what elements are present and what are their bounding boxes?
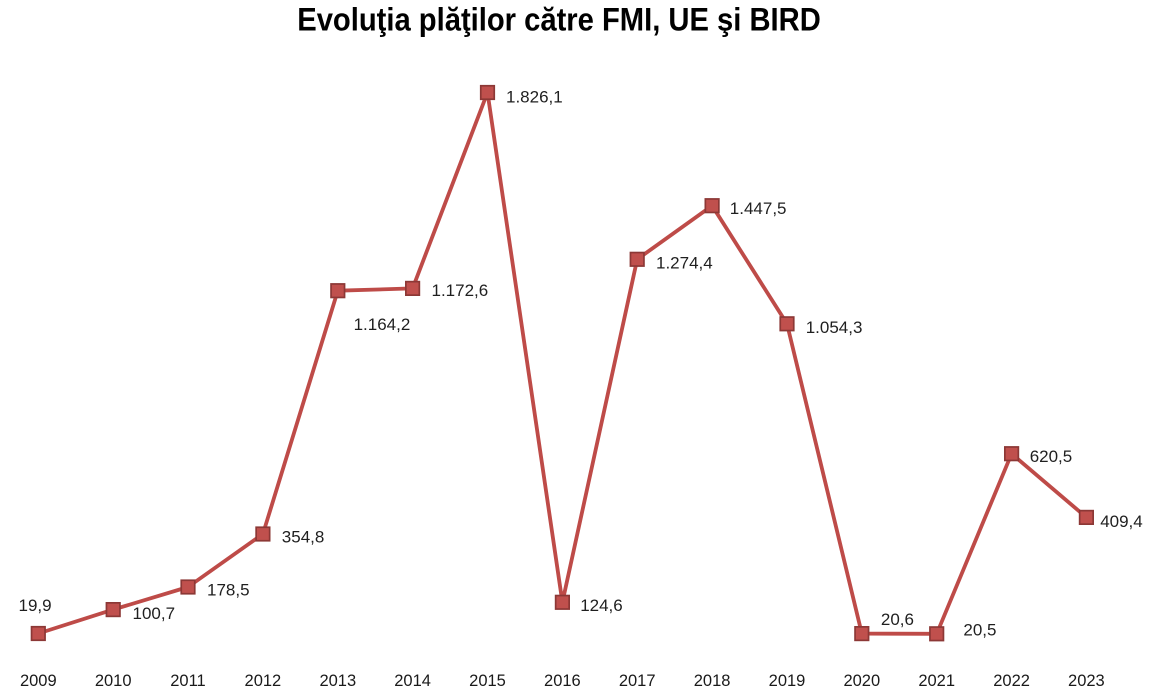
svg-text:2019: 2019 [769, 672, 806, 690]
svg-text:1.172,6: 1.172,6 [432, 281, 489, 300]
svg-text:124,6: 124,6 [580, 596, 623, 615]
svg-text:178,5: 178,5 [207, 581, 250, 600]
svg-text:20,5: 20,5 [963, 621, 996, 640]
svg-text:354,8: 354,8 [282, 528, 325, 547]
svg-text:2020: 2020 [843, 672, 880, 690]
svg-text:2021: 2021 [918, 672, 955, 690]
svg-text:2018: 2018 [694, 672, 731, 690]
svg-text:2023: 2023 [1068, 672, 1105, 690]
svg-text:20,6: 20,6 [881, 610, 914, 629]
svg-text:1.164,2: 1.164,2 [354, 315, 411, 334]
svg-text:19,9: 19,9 [19, 596, 52, 615]
svg-text:1.274,4: 1.274,4 [656, 254, 713, 273]
svg-text:2012: 2012 [245, 672, 282, 690]
svg-text:2022: 2022 [993, 672, 1030, 690]
svg-text:2010: 2010 [95, 672, 132, 690]
svg-text:2011: 2011 [170, 672, 205, 690]
svg-text:2017: 2017 [619, 672, 656, 690]
svg-text:2009: 2009 [20, 672, 57, 690]
svg-text:2014: 2014 [394, 672, 431, 690]
svg-text:1.054,3: 1.054,3 [806, 318, 863, 337]
svg-text:620,5: 620,5 [1030, 447, 1073, 466]
svg-text:409,4: 409,4 [1100, 512, 1143, 531]
svg-text:Evoluţia plăţilor către FMI, U: Evoluţia plăţilor către FMI, UE şi BIRD [297, 2, 821, 38]
svg-text:1.447,5: 1.447,5 [730, 199, 787, 218]
svg-text:2015: 2015 [469, 672, 506, 690]
svg-text:100,7: 100,7 [133, 604, 176, 623]
svg-text:2013: 2013 [319, 672, 356, 690]
svg-text:2016: 2016 [544, 672, 581, 690]
svg-text:1.826,1: 1.826,1 [506, 87, 563, 106]
